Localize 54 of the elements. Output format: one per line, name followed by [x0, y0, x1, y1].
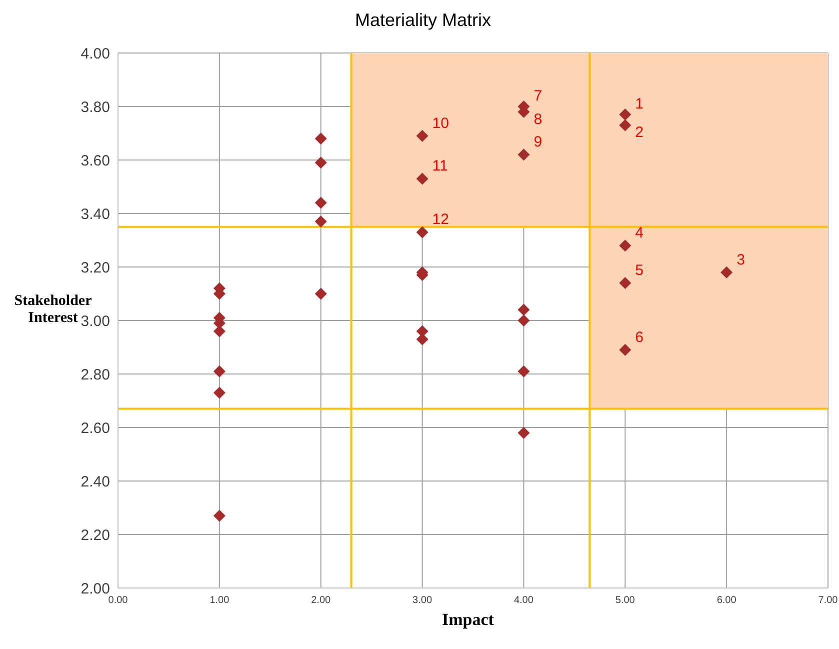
y-tick-label: 3.40 [80, 206, 110, 223]
point [619, 240, 632, 252]
point [416, 172, 428, 185]
point [416, 226, 428, 238]
x-tick-label: 2.00 [311, 595, 332, 606]
x-tick-label: 1.00 [210, 595, 230, 606]
point [314, 156, 327, 169]
annotation: 10 [432, 114, 449, 132]
annotation: 2 [635, 124, 644, 142]
annotation: 8 [534, 110, 542, 128]
point [619, 344, 632, 356]
point [619, 108, 632, 121]
x-tick-label: 7.00 [818, 595, 838, 606]
annotation: 5 [635, 262, 644, 280]
point [213, 365, 226, 378]
annotation: 11 [432, 158, 448, 175]
point [518, 148, 530, 161]
point [720, 266, 733, 278]
point [314, 196, 327, 209]
point [518, 426, 530, 439]
point [213, 510, 226, 522]
point [518, 304, 530, 316]
point [314, 288, 327, 300]
point [619, 119, 632, 132]
annotation: 4 [635, 224, 644, 242]
y-tick-label: 2.80 [80, 366, 110, 384]
y-tick-label: 4.00 [80, 45, 110, 62]
y-tick-label: 3.00 [80, 312, 110, 330]
chart-title: Materiality Matrix [354, 10, 492, 31]
point [314, 132, 327, 145]
annotation: 1 [635, 96, 644, 113]
point [518, 314, 530, 326]
x-tick-label: 6.00 [716, 595, 737, 606]
annotation: 3 [736, 251, 745, 268]
annotation: 12 [432, 211, 449, 228]
annotation: 6 [635, 328, 644, 346]
x-tick-label: 0.00 [108, 595, 128, 606]
point [619, 277, 632, 290]
annotation: 7 [534, 88, 542, 104]
y-tick-label: 3.20 [80, 259, 110, 276]
y-tick-label: 2.20 [80, 526, 110, 544]
annotation: 9 [534, 134, 542, 151]
x-tick-label: 3.00 [412, 595, 432, 606]
y-tick-label: 3.80 [80, 98, 110, 116]
y-tick-label: 2.60 [80, 420, 110, 437]
y-tick-label: 2.40 [80, 473, 110, 490]
x-axis-title: Impact [441, 610, 495, 630]
point [416, 130, 428, 142]
x-tick-label: 4.00 [514, 595, 534, 606]
point [518, 365, 530, 378]
x-tick-label: 5.00 [615, 595, 636, 606]
point [213, 386, 226, 399]
y-tick-label: 3.60 [80, 152, 110, 170]
point [314, 216, 327, 228]
